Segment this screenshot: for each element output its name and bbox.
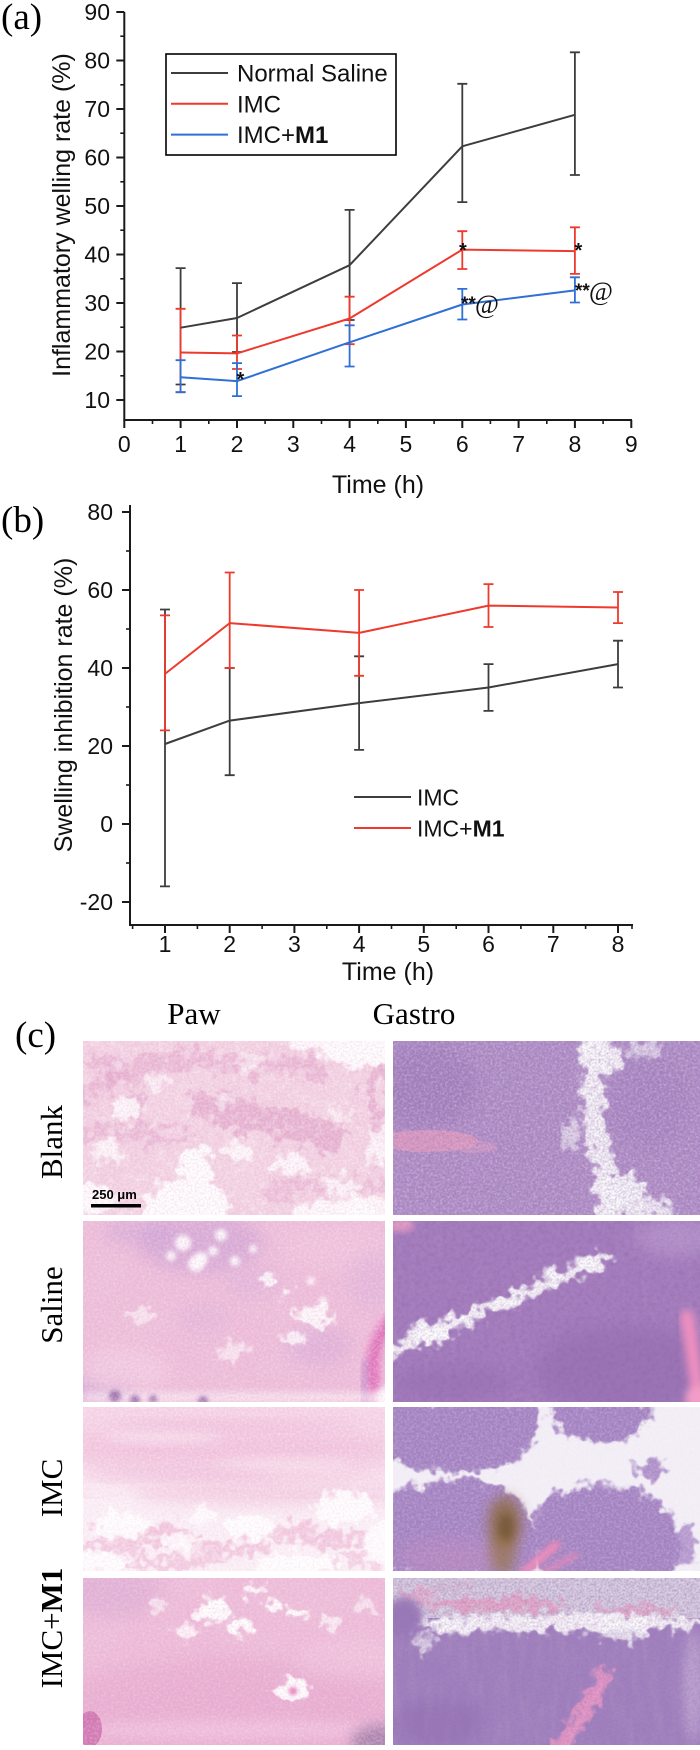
svg-text:20: 20	[84, 339, 110, 365]
svg-text:(b): (b)	[1, 500, 44, 541]
svg-text:IMC+M1: IMC+M1	[34, 1568, 69, 1689]
svg-text:(c): (c)	[15, 1015, 56, 1056]
svg-text:5: 5	[400, 431, 413, 457]
svg-text:8: 8	[612, 931, 625, 957]
svg-text:1: 1	[174, 431, 187, 457]
svg-text:Gastro: Gastro	[373, 996, 456, 1031]
svg-text:3: 3	[288, 931, 301, 957]
svg-text:7: 7	[512, 431, 525, 457]
svg-text:IMC: IMC	[34, 1459, 69, 1518]
svg-text:80: 80	[87, 499, 113, 525]
svg-text:@: @	[475, 290, 499, 319]
svg-text:80: 80	[84, 48, 110, 74]
svg-text:0: 0	[100, 811, 113, 837]
svg-text:60: 60	[84, 145, 110, 171]
svg-text:IMC: IMC	[237, 91, 281, 118]
svg-text:IMC+M1: IMC+M1	[237, 122, 328, 149]
svg-text:90: 90	[84, 0, 110, 25]
svg-text:40: 40	[87, 655, 113, 681]
svg-text:20: 20	[87, 733, 113, 759]
svg-text:Blank: Blank	[34, 1104, 69, 1179]
svg-text:Swelling inhibition rate (%): Swelling inhibition rate (%)	[50, 558, 78, 853]
svg-text:50: 50	[84, 193, 110, 219]
svg-text:-20: -20	[80, 889, 113, 915]
svg-text:2: 2	[223, 931, 236, 957]
svg-text:70: 70	[84, 96, 110, 122]
svg-text:0: 0	[118, 431, 131, 457]
svg-text:6: 6	[482, 931, 495, 957]
svg-text:*: *	[575, 240, 583, 262]
svg-text:6: 6	[456, 431, 469, 457]
svg-text:Normal Saline: Normal Saline	[237, 61, 388, 88]
svg-text:3: 3	[287, 431, 300, 457]
svg-text:4: 4	[343, 431, 356, 457]
svg-text:Time (h): Time (h)	[342, 958, 434, 986]
svg-text:4: 4	[353, 931, 366, 957]
svg-text:**: **	[575, 281, 590, 302]
svg-text:*: *	[237, 369, 245, 391]
svg-text:2: 2	[231, 431, 244, 457]
svg-text:*: *	[459, 240, 467, 262]
svg-text:(a): (a)	[1, 0, 42, 38]
svg-text:60: 60	[87, 577, 113, 603]
svg-text:8: 8	[569, 431, 582, 457]
svg-text:7: 7	[547, 931, 560, 957]
svg-text:9: 9	[625, 431, 638, 457]
svg-text:Time (h): Time (h)	[332, 471, 424, 499]
svg-text:5: 5	[417, 931, 430, 957]
svg-text:IMC: IMC	[417, 785, 459, 811]
svg-text:40: 40	[84, 242, 110, 268]
svg-text:1: 1	[159, 931, 172, 957]
svg-text:IMC+M1: IMC+M1	[417, 816, 505, 842]
svg-text:Saline: Saline	[34, 1266, 69, 1344]
svg-text:@: @	[589, 277, 613, 306]
svg-text:**: **	[461, 294, 476, 315]
svg-text:Paw: Paw	[167, 996, 221, 1031]
svg-text:10: 10	[84, 387, 110, 413]
svg-text:30: 30	[84, 290, 110, 316]
svg-text:Inflammatory welling rate (%): Inflammatory welling rate (%)	[48, 53, 76, 377]
svg-text:250 μm: 250 μm	[92, 1187, 137, 1202]
